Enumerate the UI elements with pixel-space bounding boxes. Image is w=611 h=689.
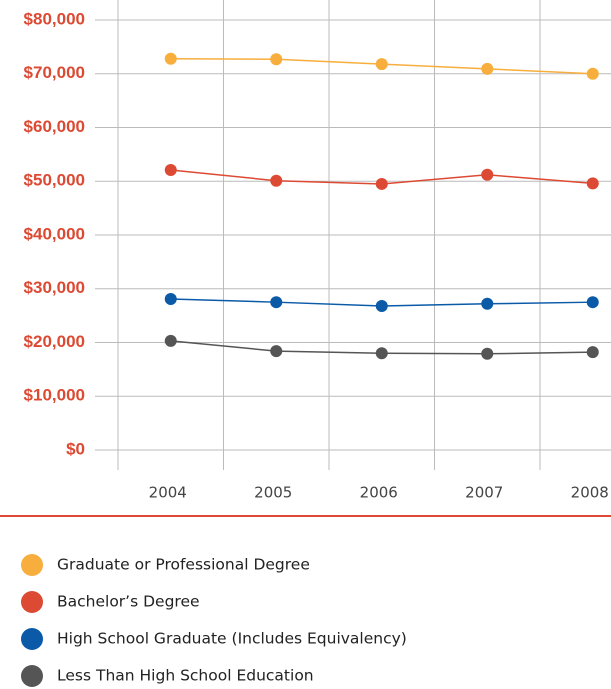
y-tick-label: $0 [66, 439, 85, 458]
data-point [481, 168, 494, 181]
data-point [164, 334, 177, 347]
legend-label: High School Graduate (Includes Equivalen… [57, 630, 407, 648]
data-point [270, 345, 283, 358]
data-point [586, 346, 599, 359]
x-tick-label: 2004 [149, 484, 187, 502]
y-tick-label: $80,000 [24, 9, 85, 28]
data-point [164, 163, 177, 176]
data-point [270, 53, 283, 66]
data-point [481, 62, 494, 75]
data-point [481, 347, 494, 360]
x-tick-label: 2008 [571, 484, 609, 502]
data-point [375, 177, 388, 190]
data-point [375, 58, 388, 71]
data-point [270, 296, 283, 309]
data-point [270, 174, 283, 187]
legend-label: Less Than High School Education [57, 667, 314, 685]
y-tick-label: $50,000 [24, 171, 85, 190]
data-point [375, 299, 388, 312]
legend-marker [21, 628, 43, 650]
data-point [164, 52, 177, 65]
y-tick-label: $60,000 [24, 117, 85, 136]
y-tick-label: $30,000 [24, 278, 85, 297]
x-tick-label: 2007 [465, 484, 503, 502]
y-tick-label: $40,000 [24, 224, 85, 243]
data-point [586, 296, 599, 309]
data-point [164, 292, 177, 305]
legend-marker [21, 665, 43, 687]
legend-label: Graduate or Professional Degree [57, 556, 310, 574]
x-tick-label: 2006 [360, 484, 398, 502]
data-point [375, 347, 388, 360]
y-tick-label: $70,000 [24, 63, 85, 82]
legend-label: Bachelor’s Degree [57, 593, 200, 611]
data-point [586, 177, 599, 190]
legend-marker [21, 554, 43, 576]
data-point [586, 67, 599, 80]
y-tick-label: $10,000 [24, 386, 85, 405]
data-point [481, 297, 494, 310]
legend-marker [21, 591, 43, 613]
y-tick-label: $20,000 [24, 332, 85, 351]
x-tick-label: 2005 [254, 484, 292, 502]
